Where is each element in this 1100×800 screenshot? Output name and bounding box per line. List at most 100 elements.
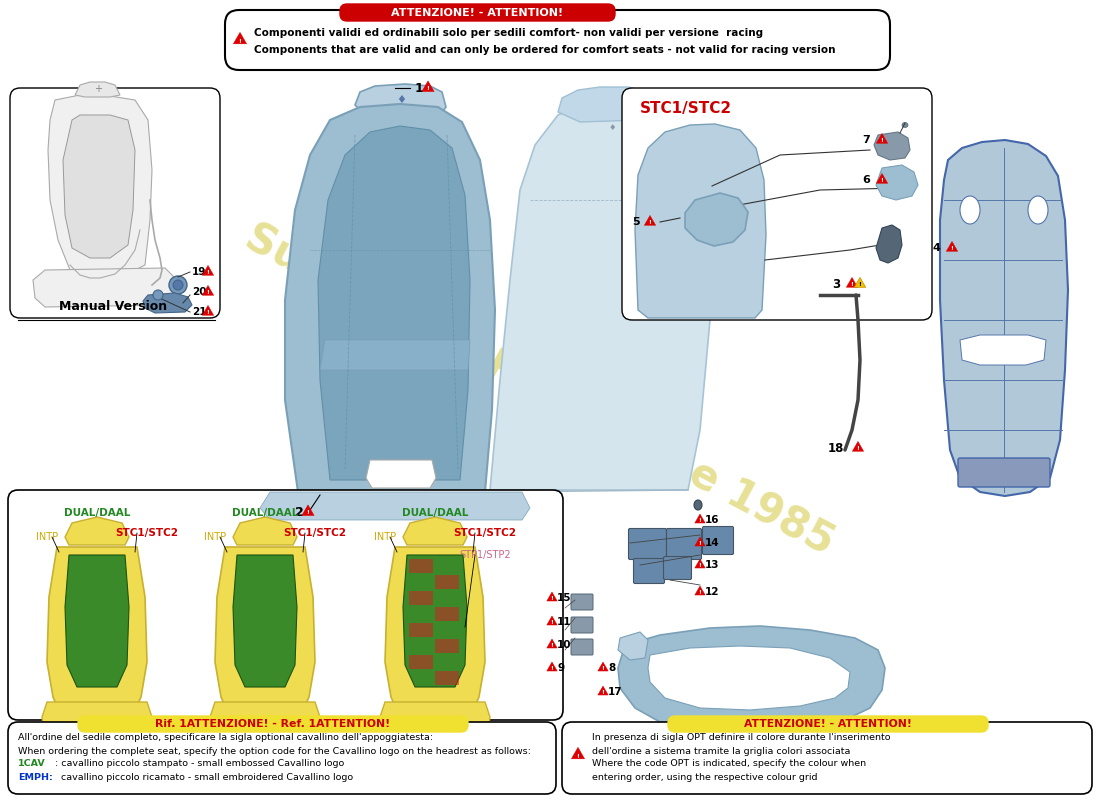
Polygon shape [571,747,585,759]
Polygon shape [285,104,495,492]
Text: 21: 21 [192,307,207,317]
FancyBboxPatch shape [571,594,593,610]
Text: ATTENZIONE! - ATTENTION!: ATTENZIONE! - ATTENTION! [390,7,563,18]
Text: !: ! [551,643,553,648]
FancyBboxPatch shape [663,557,692,579]
Text: !: ! [602,690,604,695]
Text: 3: 3 [832,278,840,290]
FancyBboxPatch shape [8,722,556,794]
Polygon shape [48,95,152,278]
Polygon shape [874,132,910,160]
Polygon shape [695,586,705,595]
FancyBboxPatch shape [703,526,734,554]
Bar [434,575,459,589]
Text: Rif. 1ATTENZIONE! - Ref. 1ATTENTION!: Rif. 1ATTENZIONE! - Ref. 1ATTENTION! [155,719,390,729]
Text: !: ! [307,510,309,515]
Polygon shape [233,555,297,687]
Polygon shape [877,174,888,183]
Text: cavallino piccolo ricamato - small embroidered Cavallino logo: cavallino piccolo ricamato - small embro… [58,773,353,782]
Text: ♦: ♦ [608,123,616,133]
Polygon shape [320,340,470,370]
Text: Manual Version: Manual Version [59,300,167,313]
Text: !: ! [859,282,861,287]
Polygon shape [202,286,213,295]
Text: DUAL/DAAL: DUAL/DAAL [64,508,130,518]
Text: Daytona
Style: Daytona Style [407,723,462,751]
Polygon shape [695,514,705,523]
Text: 8: 8 [608,663,615,673]
Text: dell'ordine a sistema tramite la griglia colori associata: dell'ordine a sistema tramite la griglia… [592,746,850,755]
FancyBboxPatch shape [628,529,667,559]
Polygon shape [852,442,864,451]
Polygon shape [547,662,558,671]
Polygon shape [490,96,712,490]
Polygon shape [65,555,129,687]
Polygon shape [366,460,436,488]
Text: Standard
Style: Standard Style [66,723,128,751]
Text: !: ! [881,138,883,143]
Polygon shape [547,639,558,648]
Text: Components that are valid and can only be ordered for comfort seats - not valid : Components that are valid and can only b… [254,45,836,55]
Text: 18: 18 [827,442,844,454]
FancyBboxPatch shape [10,88,220,318]
Text: +: + [94,84,102,94]
FancyBboxPatch shape [571,617,593,633]
Text: !: ! [207,290,209,295]
Ellipse shape [694,500,702,510]
Polygon shape [877,134,888,143]
Text: STP1/STP2: STP1/STP2 [459,550,510,560]
Text: STC1/STC2: STC1/STC2 [284,528,346,538]
Text: !: ! [698,563,702,568]
Text: 13: 13 [705,560,719,570]
Text: 9: 9 [557,663,564,673]
FancyBboxPatch shape [668,716,988,732]
Polygon shape [65,517,129,545]
Polygon shape [233,517,297,545]
Polygon shape [547,592,558,601]
Text: 10: 10 [557,640,572,650]
FancyBboxPatch shape [958,458,1050,487]
Polygon shape [946,242,958,251]
Polygon shape [355,84,446,118]
Polygon shape [403,555,467,687]
Text: 16: 16 [705,515,719,525]
Polygon shape [635,124,766,318]
Polygon shape [960,335,1046,365]
Polygon shape [876,165,918,200]
Polygon shape [547,616,558,625]
Text: INTP: INTP [36,532,58,542]
Polygon shape [385,547,485,715]
Text: Where the code OPT is indicated, specify the colour when: Where the code OPT is indicated, specify… [592,759,866,769]
Polygon shape [42,702,152,745]
Text: 6: 6 [862,175,870,185]
Polygon shape [421,81,434,91]
Polygon shape [143,293,192,313]
Text: 20: 20 [192,287,207,297]
Text: 12: 12 [705,587,719,597]
Polygon shape [301,505,315,515]
Text: When ordering the complete seat, specify the option code for the Cavallino logo : When ordering the complete seat, specify… [18,746,531,755]
Polygon shape [695,537,705,546]
FancyBboxPatch shape [340,4,615,21]
Text: !: ! [551,596,553,602]
Text: !: ! [207,310,209,315]
Ellipse shape [902,122,908,127]
Polygon shape [47,547,147,715]
Text: entering order, using the respective colour grid: entering order, using the respective col… [592,773,817,782]
Text: Supplier of Parts since 1985: Supplier of Parts since 1985 [239,216,842,564]
Ellipse shape [960,196,980,224]
Text: : cavallino piccolo stampato - small embossed Cavallino logo: : cavallino piccolo stampato - small emb… [52,759,344,769]
Text: INTP: INTP [204,532,227,542]
Text: !: ! [239,38,241,43]
Text: DUAL/DAAL: DUAL/DAAL [402,508,469,518]
Polygon shape [597,662,608,671]
FancyBboxPatch shape [562,722,1092,794]
Polygon shape [618,626,886,732]
Bar [409,655,433,669]
Text: !: ! [649,220,651,226]
Text: 11: 11 [557,617,572,627]
Text: 17: 17 [608,687,623,697]
Polygon shape [258,492,538,582]
Ellipse shape [153,290,163,300]
Text: !: ! [881,178,883,183]
